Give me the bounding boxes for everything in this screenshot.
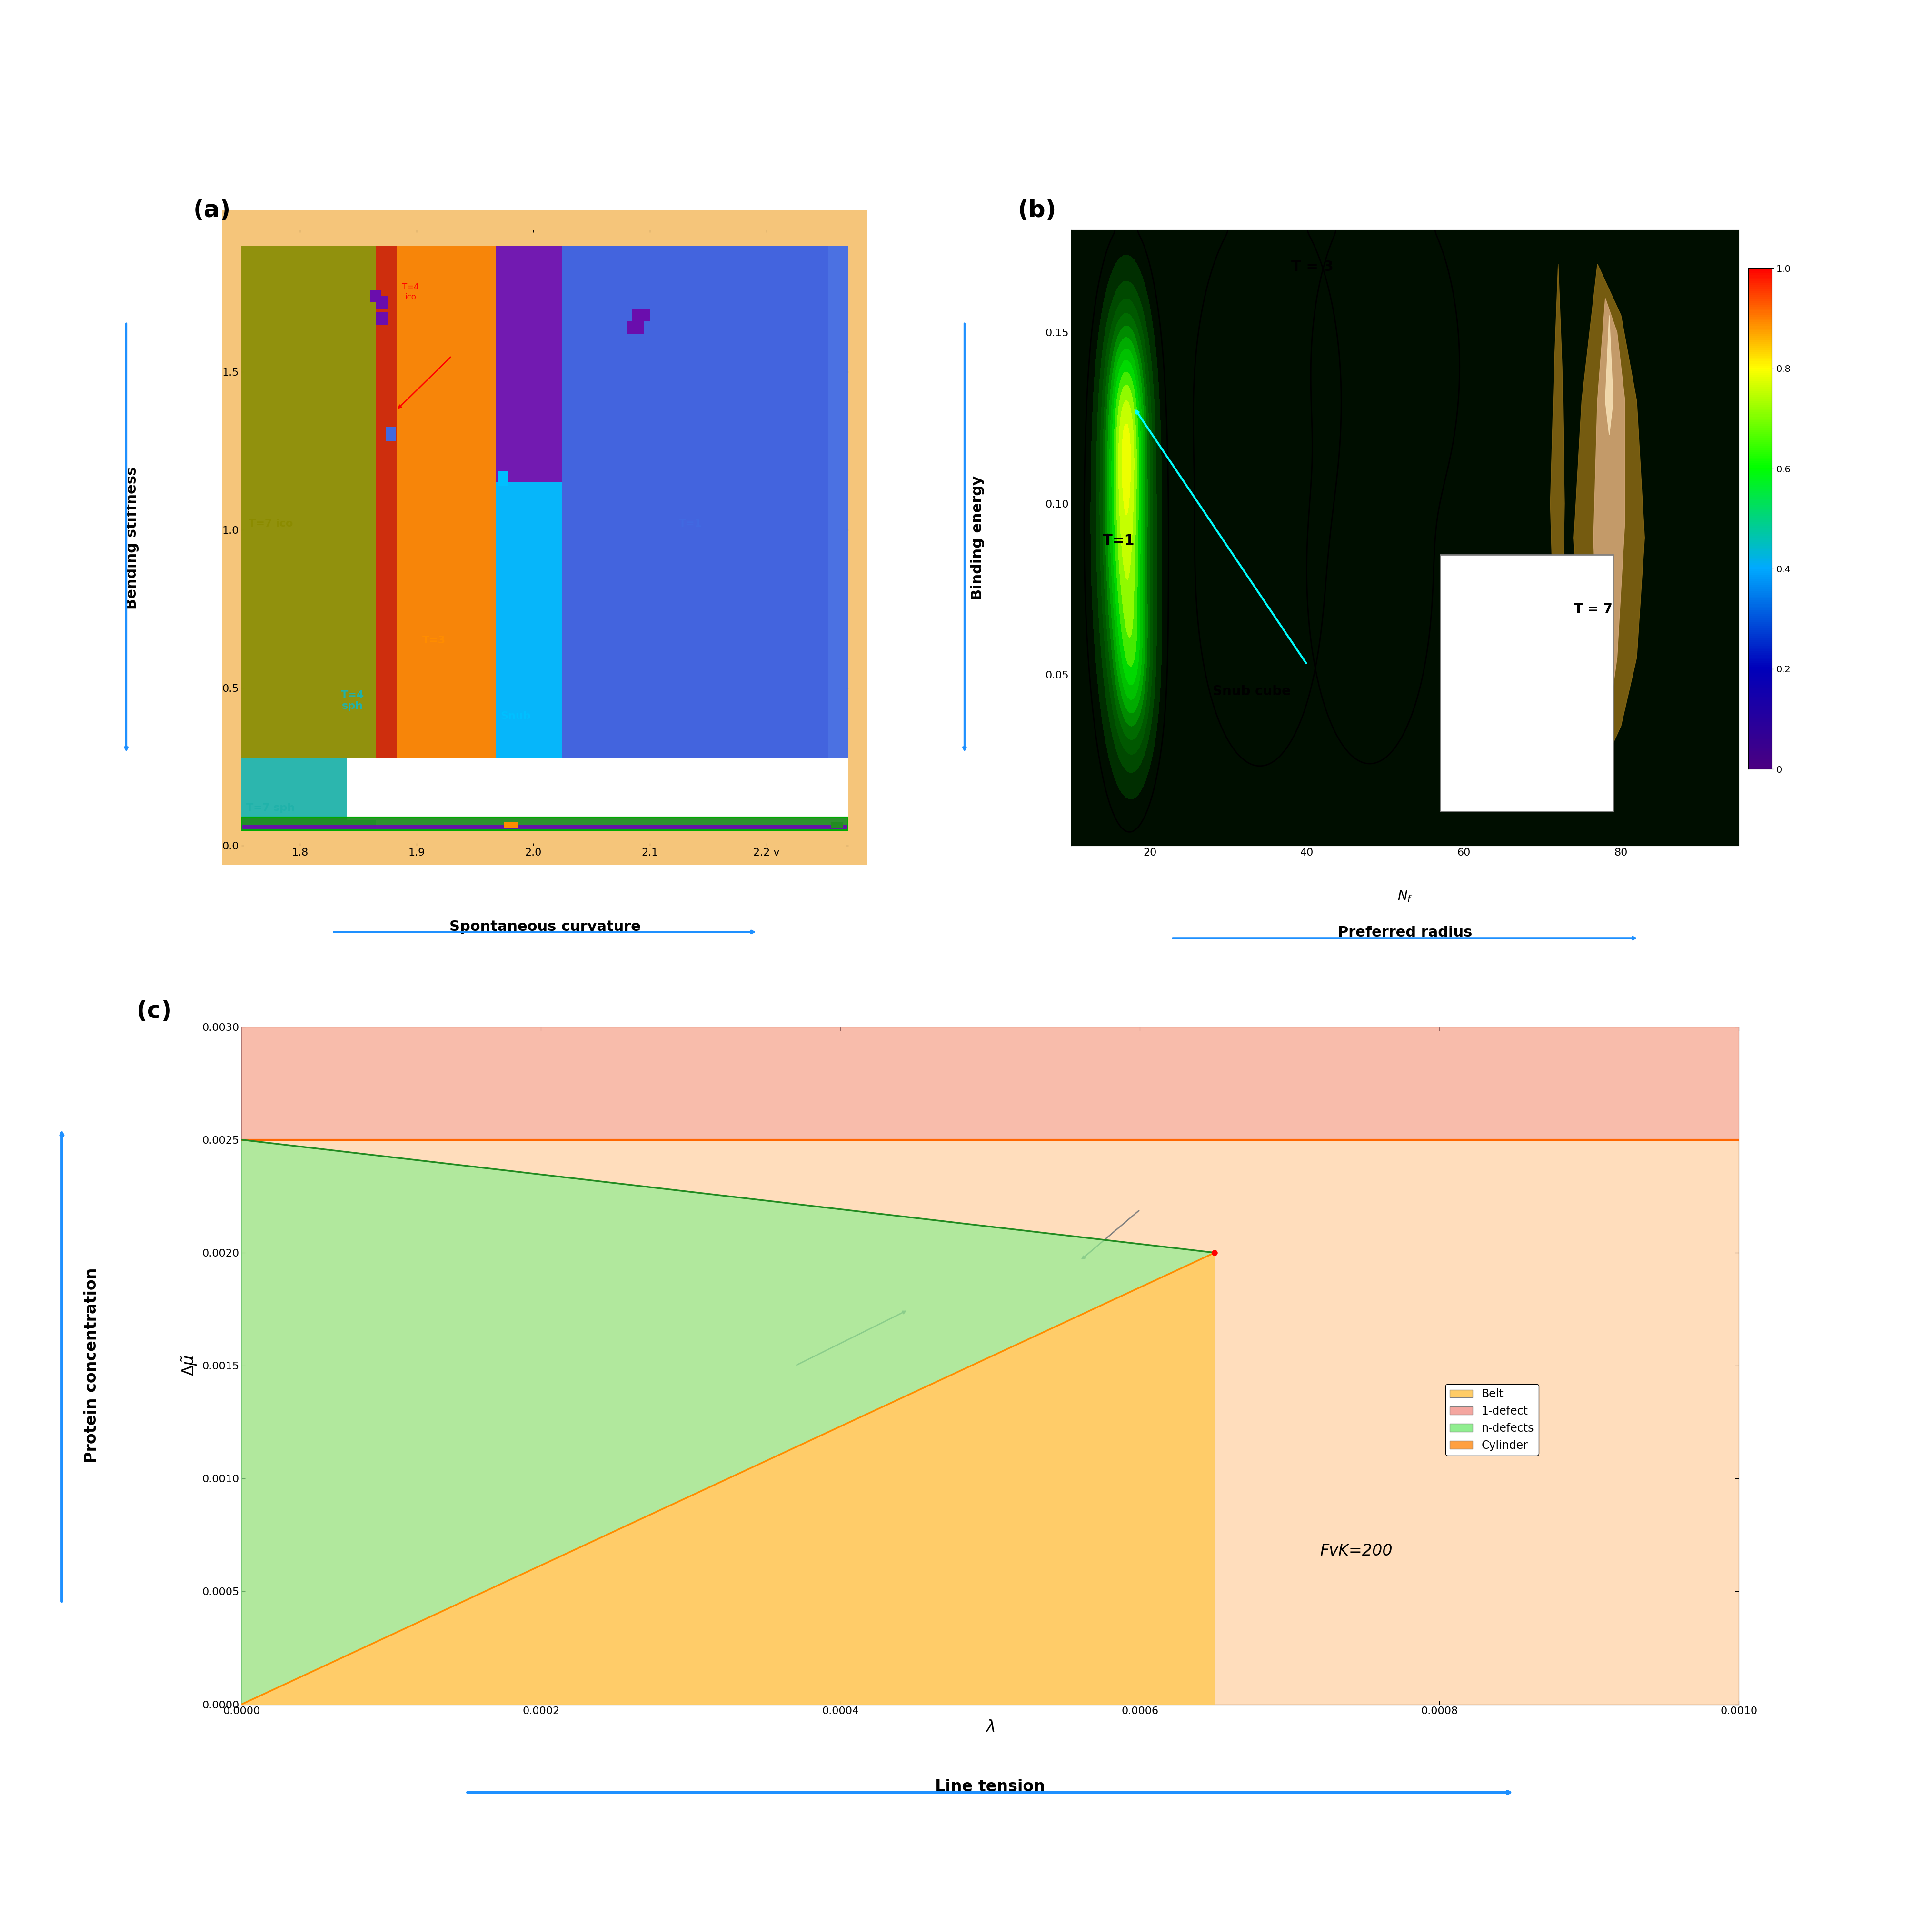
Bar (831, 822, 842, 827)
Text: Spontaneous curvature: Spontaneous curvature (450, 919, 641, 933)
Bar (632, 308, 649, 322)
Text: FvK=200: FvK=200 (1320, 1543, 1393, 1559)
Text: T=7 sph: T=7 sph (247, 802, 296, 812)
Text: $N_f$: $N_f$ (1397, 889, 1412, 904)
Bar (242, 818, 848, 829)
Text: (a): (a) (193, 199, 230, 222)
Bar (375, 245, 396, 756)
Text: (b): (b) (1018, 199, 1057, 222)
Bar (242, 756, 346, 829)
Text: T=1: T=1 (1103, 534, 1134, 548)
Bar (242, 820, 375, 829)
Text: Protein concentration: Protein concentration (83, 1268, 100, 1463)
Bar (242, 245, 375, 756)
Text: Snub: Snub (500, 712, 531, 720)
Polygon shape (242, 1252, 1215, 1704)
Text: T=3: T=3 (423, 636, 446, 645)
Bar (497, 483, 562, 756)
Text: Snub cube: Snub cube (1213, 686, 1291, 699)
Polygon shape (1575, 264, 1644, 777)
Polygon shape (1594, 299, 1625, 743)
Polygon shape (242, 1026, 1739, 1139)
Polygon shape (1549, 264, 1565, 777)
Legend: Belt, 1-defect, n-defects, Cylinder: Belt, 1-defect, n-defects, Cylinder (1445, 1385, 1538, 1455)
Bar (1441, 555, 1613, 812)
Text: T=1: T=1 (678, 519, 703, 529)
Text: T = 3: T = 3 (1291, 260, 1333, 274)
Bar (626, 322, 643, 333)
Text: T = 7: T = 7 (1575, 603, 1613, 617)
Text: T=4
ico: T=4 ico (402, 283, 419, 301)
Polygon shape (1605, 316, 1613, 435)
Bar (396, 245, 497, 756)
Text: Line tension: Line tension (935, 1779, 1045, 1794)
Bar (242, 825, 848, 829)
Bar (396, 245, 829, 756)
Text: Binding energy: Binding energy (972, 475, 985, 599)
Text: Bending stiffness: Bending stiffness (126, 465, 139, 609)
Polygon shape (242, 1252, 1215, 1704)
Text: Preferred radius: Preferred radius (1337, 925, 1472, 940)
Bar (242, 818, 848, 829)
Bar (375, 312, 388, 324)
X-axis label: $\lambda$: $\lambda$ (985, 1720, 995, 1735)
Bar (498, 471, 508, 486)
Bar (369, 289, 381, 303)
Text: T=4
sph: T=4 sph (340, 689, 363, 710)
Text: (c): (c) (137, 1000, 172, 1023)
Bar (562, 245, 848, 756)
Bar (375, 297, 388, 308)
Y-axis label: $\Delta\tilde{\mu}$: $\Delta\tilde{\mu}$ (180, 1356, 199, 1377)
Polygon shape (242, 1139, 1215, 1704)
Polygon shape (242, 1026, 1739, 1704)
Bar (386, 427, 396, 442)
Text: T=7 ico: T=7 ico (249, 519, 294, 529)
Bar (504, 822, 518, 829)
